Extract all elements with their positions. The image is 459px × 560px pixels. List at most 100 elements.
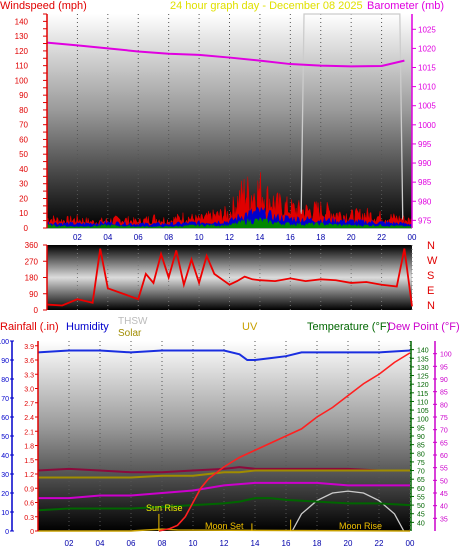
tick-label-hour-climate: 22 [375, 539, 384, 548]
series-dewpoint [38, 481, 410, 500]
tick-label-temperature: 115 [417, 391, 428, 398]
tick-label-hour: 22 [377, 233, 386, 242]
tick-label-temperature: 50 [417, 503, 425, 510]
series-humidity [37, 349, 411, 361]
label-temperature: Temperature (°F) [307, 321, 390, 333]
tick-label-hour-climate: 20 [344, 539, 353, 548]
tick-label-humidity: 50 [1, 434, 9, 441]
tick-label-barometer: 1015 [418, 64, 436, 73]
tick-label-dewpoint: 90 [440, 377, 448, 384]
tick-label-hour: 02 [73, 233, 82, 242]
tick-label-hour-climate: 12 [220, 539, 229, 548]
tick-label-humidity: 100 [0, 339, 9, 346]
tick-label-barometer: 985 [418, 178, 432, 187]
tick-label-temperature: 95 [417, 425, 425, 432]
tick-label-windspeed: 90 [19, 91, 28, 100]
tick-label-humidity: 30 [1, 472, 9, 479]
compass-label: N [427, 300, 435, 312]
tick-label-rain: 2.4 [24, 415, 34, 422]
tick-label-humidity: 70 [1, 396, 9, 403]
tick-label-rain: 3.3 [24, 372, 34, 379]
tick-label-dewpoint: 95 [440, 364, 448, 371]
series-uv [38, 528, 411, 532]
tick-label-dewpoint: 65 [440, 440, 448, 447]
tick-label-hour-climate: 08 [158, 539, 167, 548]
series-barometer [46, 41, 405, 68]
series-rainfall [158, 352, 411, 532]
tick-label-barometer: 1020 [418, 44, 436, 53]
tick-label-dewpoint: 60 [440, 453, 448, 460]
tick-label-direction: 0 [34, 306, 39, 315]
title-date: 24 hour graph day - December 08 2025 [170, 0, 363, 12]
tick-label-windspeed: 100 [15, 76, 29, 85]
tick-label-temperature: 120 [417, 382, 429, 389]
tick-label-dewpoint: 55 [440, 466, 448, 473]
compass-label: S [427, 270, 434, 282]
tick-label-barometer: 980 [418, 197, 432, 206]
tick-label-humidity: 20 [1, 491, 9, 498]
tick-label-hour-climate: 02 [65, 539, 74, 548]
tick-label-dewpoint: 75 [440, 415, 448, 422]
tick-label-barometer: 995 [418, 140, 432, 149]
label-dewpoint: Dew Point (°F) [388, 321, 459, 333]
tick-label-hour: 16 [286, 233, 295, 242]
tick-label-hour-climate: 16 [282, 539, 291, 548]
tick-label-barometer: 1025 [418, 25, 436, 34]
tick-label-windspeed: 140 [15, 17, 29, 26]
tick-label-hour: 20 [347, 233, 356, 242]
tick-label-rain: 2.7 [24, 401, 34, 408]
tick-label-direction: 90 [29, 290, 38, 299]
tick-label-humidity: 80 [1, 377, 9, 384]
compass-label: N [427, 240, 435, 252]
tick-label-temperature: 40 [417, 520, 425, 527]
tick-label-dewpoint: 35 [440, 516, 448, 523]
tick-label-temperature: 130 [417, 365, 429, 372]
series-direction [46, 248, 413, 307]
tick-label-windspeed: 20 [19, 194, 28, 203]
tick-label-temperature: 80 [417, 451, 425, 458]
tick-label-hour: 12 [225, 233, 234, 242]
tick-label-temperature: 60 [417, 486, 425, 493]
series-sun-path-climate [291, 490, 405, 532]
tick-label-windspeed: 50 [19, 150, 28, 159]
tick-label-barometer: 1000 [418, 121, 436, 130]
tick-label-hour: 18 [316, 233, 325, 242]
panel-wind-bg [47, 14, 412, 228]
tick-label-hour-climate: 18 [313, 539, 322, 548]
tick-label-rain: 3.0 [24, 387, 34, 394]
series-windspeed [46, 172, 413, 229]
tick-label-humidity: 0 [5, 529, 9, 536]
tick-label-dewpoint: 100 [440, 352, 452, 359]
tick-label-hour: 10 [195, 233, 204, 242]
tick-label-temperature: 100 [417, 417, 429, 424]
series-thsw [37, 466, 410, 474]
tick-label-temperature: 105 [417, 408, 429, 415]
tick-label-temperature: 75 [417, 460, 425, 467]
tick-label-temperature: 45 [417, 512, 425, 519]
tick-label-rain: 2.1 [24, 429, 34, 436]
tick-label-temperature: 110 [417, 399, 428, 406]
tick-label-temperature: 140 [417, 348, 429, 355]
tick-label-dewpoint: 40 [440, 504, 448, 511]
tick-label-barometer: 1010 [418, 83, 436, 92]
annotation-moon-set: Moon Set [205, 521, 244, 531]
tick-label-direction: 270 [25, 257, 39, 266]
tick-label-rain: 0.6 [24, 501, 34, 508]
tick-label-hour: 14 [255, 233, 264, 242]
label-humidity: Humidity [66, 321, 109, 333]
tick-label-rain: 1.5 [24, 458, 34, 465]
tick-label-hour: 00 [408, 233, 417, 242]
label-uv: UV [242, 321, 258, 333]
tick-label-temperature: 125 [417, 374, 429, 381]
tick-label-windspeed: 60 [19, 135, 28, 144]
tick-label-dewpoint: 80 [440, 402, 448, 409]
tick-label-hour: 04 [103, 233, 112, 242]
annotation-sun-rise: Sun Rise [146, 503, 183, 513]
tick-label-hour-climate: 06 [127, 539, 136, 548]
series-solar [38, 469, 410, 479]
tick-label-hour: 06 [134, 233, 143, 242]
tick-label-direction: 360 [25, 241, 39, 250]
tick-label-temperature: 65 [417, 477, 425, 484]
tick-label-windspeed: 120 [15, 47, 29, 56]
tick-label-rain: 0 [30, 529, 34, 536]
